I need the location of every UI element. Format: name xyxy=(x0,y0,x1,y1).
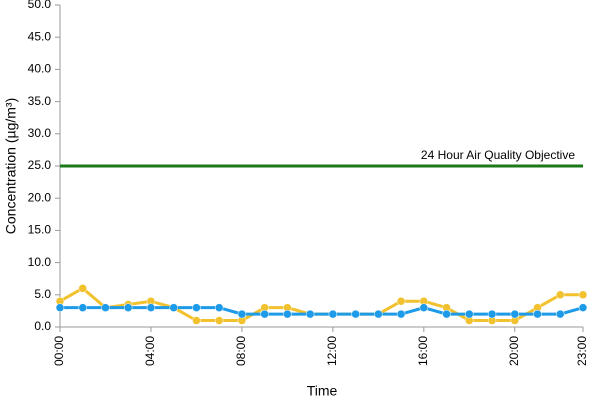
y-tick-label: 20.0 xyxy=(28,190,52,204)
y-tick-label: 40.0 xyxy=(28,62,52,76)
data-point xyxy=(556,309,565,319)
reference-label: 24 Hour Air Quality Objective xyxy=(421,148,575,162)
data-point xyxy=(442,309,451,319)
data-point xyxy=(351,309,360,319)
data-point xyxy=(396,309,406,319)
x-axis-label: Time xyxy=(307,383,338,399)
data-point xyxy=(510,309,520,319)
y-tick-label: 10.0 xyxy=(28,255,52,269)
data-point xyxy=(78,284,87,293)
x-tick-label: 08:00 xyxy=(234,336,248,366)
y-tick-label: 25.0 xyxy=(28,158,52,172)
x-tick-label: 00:00 xyxy=(52,336,66,366)
y-tick-label: 35.0 xyxy=(28,94,52,108)
y-tick-label: 15.0 xyxy=(28,223,52,237)
data-point xyxy=(214,303,224,312)
data-point xyxy=(123,303,133,312)
data-point xyxy=(78,303,87,312)
data-point xyxy=(419,303,429,312)
y-tick-label: 50.0 xyxy=(28,0,52,11)
series-line xyxy=(60,306,584,316)
y-tick-label: 5.0 xyxy=(34,287,51,301)
data-point xyxy=(305,309,315,319)
x-tick-label: 20:00 xyxy=(507,336,521,366)
data-point xyxy=(260,309,269,319)
data-point xyxy=(578,290,588,300)
data-point xyxy=(237,309,247,319)
data-point xyxy=(328,309,338,319)
data-point xyxy=(214,316,224,325)
data-point xyxy=(396,296,406,306)
data-point xyxy=(578,303,588,312)
data-point xyxy=(192,316,201,325)
data-point xyxy=(192,303,201,312)
x-tick-label: 12:00 xyxy=(325,336,339,366)
data-point xyxy=(169,303,178,312)
data-point xyxy=(465,309,474,319)
data-point xyxy=(146,303,156,312)
data-point xyxy=(101,303,110,312)
data-point xyxy=(556,290,565,300)
x-tick-label: 16:00 xyxy=(416,336,430,366)
data-point xyxy=(374,309,383,319)
y-tick-label: 45.0 xyxy=(28,29,52,43)
data-point xyxy=(55,303,65,312)
x-tick-label: 23:00 xyxy=(575,336,589,366)
series-line xyxy=(59,286,583,323)
y-tick-label: 30.0 xyxy=(28,126,52,140)
y-axis-label: Concentration (µg/m³) xyxy=(3,98,19,234)
y-tick-label: 0.0 xyxy=(34,319,51,333)
data-point xyxy=(487,309,497,319)
x-tick-label: 04:00 xyxy=(143,336,157,366)
data-point xyxy=(283,309,292,319)
data-point xyxy=(533,309,542,319)
